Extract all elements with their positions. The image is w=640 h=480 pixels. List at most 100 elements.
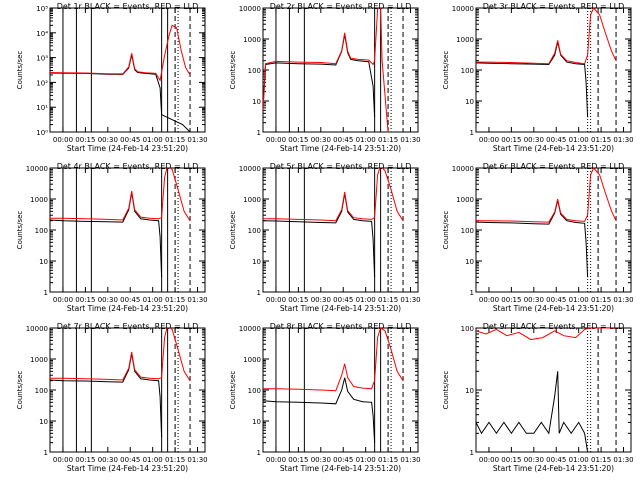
y-tick-label: 1 <box>257 289 261 297</box>
x-axis-label: Start Time (24-Feb-14 23:51:20) <box>280 464 401 473</box>
x-tick-label: 01:00 <box>356 296 376 304</box>
x-axis-label: Start Time (24-Feb-14 23:51:20) <box>493 464 614 473</box>
x-tick-label: 00:15 <box>75 456 95 464</box>
red-series-line <box>263 328 404 392</box>
chart-panel-8: Det 8r BLACK = Events, RED = LLD 1 10 100 10… <box>229 322 421 473</box>
y-tick-label: 100 <box>461 325 474 333</box>
y-tick-label: 100 <box>248 67 261 75</box>
x-tick-label: 01:30 <box>613 456 633 464</box>
plot-frame <box>49 327 206 453</box>
x-tick-label: 00:00 <box>479 296 499 304</box>
chart-panel-6: Det 6r BLACK = Events, RED = LLD 1 10 100 10… <box>442 162 634 313</box>
plot-area <box>263 168 404 292</box>
black-series-line <box>263 193 376 278</box>
x-tick-label: 01:15 <box>591 456 611 464</box>
x-tick-label: 00:15 <box>288 296 308 304</box>
x-tick-label: 00:15 <box>288 136 308 144</box>
chart-panel-3: Det 3r BLACK = Events, RED = LLD 1 10 100 10… <box>442 2 634 153</box>
x-tick-label: 00:00 <box>53 136 73 144</box>
x-tick-label: 01:00 <box>569 136 589 144</box>
x-tick-label: 01:30 <box>613 296 633 304</box>
y-tick-label: 10 <box>465 387 474 395</box>
x-axis-label: Start Time (24-Feb-14 23:51:20) <box>280 144 401 153</box>
y-tick-label: 100 <box>35 387 48 395</box>
y-tick-label: 100 <box>461 67 474 75</box>
plot-frame <box>475 7 632 133</box>
chart-panel-5: Det 5r BLACK = Events, RED = LLD 1 10 100 10… <box>229 162 421 313</box>
x-tick-label: 01:30 <box>187 296 207 304</box>
x-tick-label: 00:00 <box>266 296 286 304</box>
red-series-line <box>50 328 191 381</box>
y-axis-label: Counts/sec <box>229 371 237 410</box>
panel-title: Det 8r BLACK = Events, RED = LLD <box>270 322 412 331</box>
red-series-line <box>263 168 404 222</box>
red-series-line <box>50 24 191 82</box>
plot-area <box>476 8 617 132</box>
y-tick-label: 1000 <box>30 196 48 204</box>
x-tick-label: 00:30 <box>98 296 118 304</box>
x-axis-label: Start Time (24-Feb-14 23:51:20) <box>67 304 188 313</box>
y-tick-label: 10 <box>252 418 261 426</box>
x-tick-label: 01:30 <box>400 456 420 464</box>
y-axis-label: Counts/sec <box>442 211 450 250</box>
chart-panel-1: Det 1r BLACK = Events, RED = LLD 10⁰ 10¹ 10… <box>16 2 208 153</box>
y-tick-label: 1 <box>470 449 474 457</box>
y-tick-label: 1 <box>44 289 48 297</box>
red-series-line <box>476 168 617 223</box>
x-tick-label: 01:30 <box>400 296 420 304</box>
panel-title: Det 7r BLACK = Events, RED = LLD <box>57 322 199 331</box>
plot-area <box>263 328 404 452</box>
x-axis-label: Start Time (24-Feb-14 23:51:20) <box>67 464 188 473</box>
x-tick-label: 00:30 <box>524 456 544 464</box>
panel-title: Det 6r BLACK = Events, RED = LLD <box>483 162 625 171</box>
black-series-line <box>476 41 589 118</box>
y-tick-label: 10000 <box>26 165 48 173</box>
red-series-line <box>476 8 617 65</box>
y-tick-label: 10000 <box>26 325 48 333</box>
x-tick-label: 00:30 <box>311 296 331 304</box>
chart-panel-7: Det 7r BLACK = Events, RED = LLD 1 10 100 10… <box>16 322 208 473</box>
y-tick-label: 1000 <box>30 356 48 364</box>
y-axis-label: Counts/sec <box>16 211 24 250</box>
black-series-line <box>50 192 163 278</box>
plot-area <box>50 8 191 132</box>
y-tick-label: 1000 <box>243 36 261 44</box>
plot-frame <box>475 167 632 293</box>
x-axis-label: Start Time (24-Feb-14 23:51:20) <box>493 144 614 153</box>
x-tick-label: 01:00 <box>356 456 376 464</box>
y-tick-label: 1 <box>470 129 474 137</box>
x-tick-label: 00:45 <box>546 296 566 304</box>
chart-panel-9: Det 9r BLACK = Events, RED = LLD 1 10 100 00… <box>442 322 634 473</box>
chart-panel-4: Det 4r BLACK = Events, RED = LLD 1 10 100 10… <box>16 162 208 313</box>
panel-title: Det 2r BLACK = Events, RED = LLD <box>270 2 412 11</box>
x-tick-label: 00:45 <box>333 136 353 144</box>
x-tick-label: 01:00 <box>356 136 376 144</box>
x-tick-label: 00:30 <box>524 136 544 144</box>
panel-title: Det 9r BLACK = Events, RED = LLD <box>483 322 625 331</box>
x-tick-label: 00:00 <box>479 136 499 144</box>
y-tick-label: 10000 <box>452 5 474 13</box>
plot-area <box>263 8 404 132</box>
black-series-line <box>50 353 163 438</box>
plot-area <box>476 328 617 452</box>
y-tick-label: 1000 <box>456 36 474 44</box>
x-axis-label: Start Time (24-Feb-14 23:51:20) <box>67 144 188 153</box>
plot-area <box>50 168 191 292</box>
y-tick-label: 1 <box>470 289 474 297</box>
x-tick-label: 00:45 <box>120 136 140 144</box>
y-tick-label: 1 <box>44 449 48 457</box>
x-tick-label: 00:15 <box>75 136 95 144</box>
black-series-line <box>263 377 376 443</box>
x-tick-label: 00:15 <box>288 456 308 464</box>
y-tick-label: 100 <box>248 227 261 235</box>
x-tick-label: 00:15 <box>75 296 95 304</box>
x-tick-label: 00:00 <box>479 456 499 464</box>
x-tick-label: 01:15 <box>165 456 185 464</box>
plot-area <box>50 328 191 452</box>
plot-frame <box>262 167 419 293</box>
y-axis-label: Counts/sec <box>16 371 24 410</box>
x-tick-label: 00:45 <box>120 456 140 464</box>
x-tick-label: 01:15 <box>591 136 611 144</box>
x-tick-label: 01:15 <box>378 296 398 304</box>
x-tick-label: 00:30 <box>311 456 331 464</box>
